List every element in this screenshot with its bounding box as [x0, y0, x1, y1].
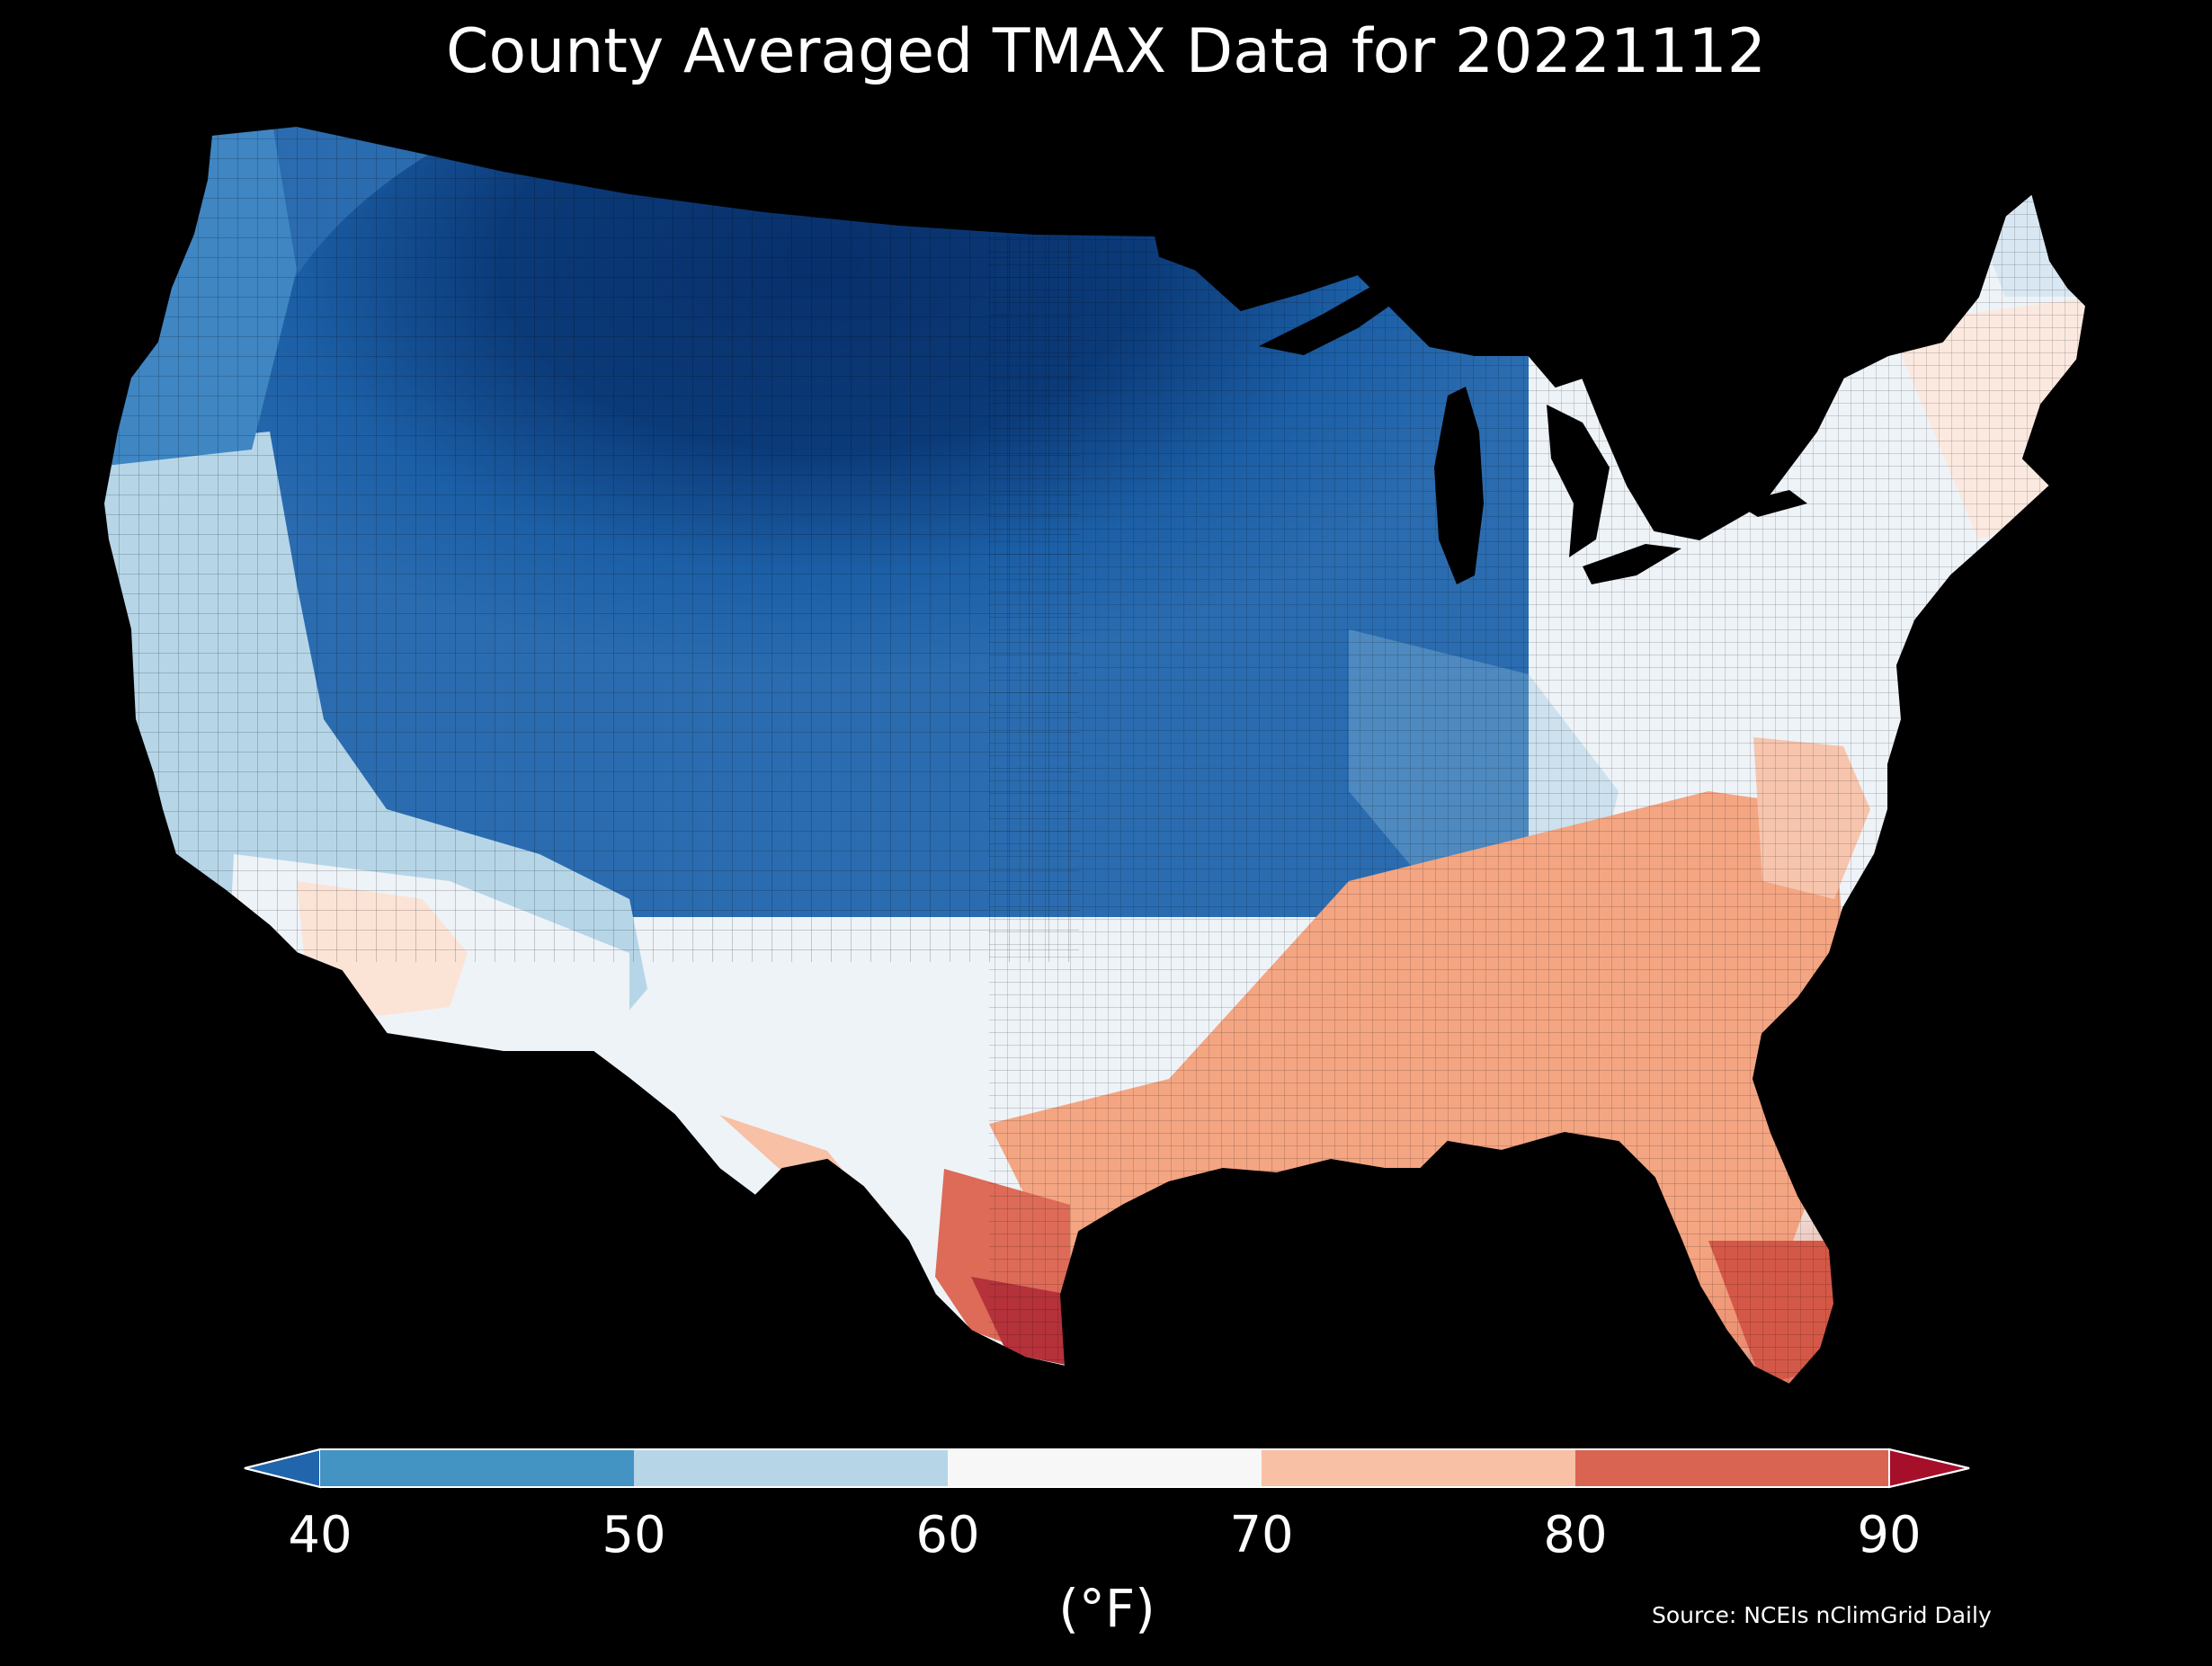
colorbar-tick-label: 90: [1857, 1506, 1922, 1564]
colorbar-unit-label: (°F): [1058, 1578, 1155, 1639]
colorbar-bin-60-70: [948, 1449, 1262, 1487]
lake-superior: [1259, 279, 1403, 355]
lake-ontario: [1735, 490, 1807, 517]
lake-erie: [1583, 544, 1681, 584]
colorbar-tick-label: 50: [602, 1506, 666, 1564]
source-credit: Source: NCEIs nClimGrid Daily: [1652, 1602, 1992, 1628]
colorbar-extend-low: [244, 1448, 321, 1489]
us-outline: [102, 124, 2088, 1386]
colorbar-bin-70-80: [1262, 1449, 1575, 1487]
great-lakes: [1259, 279, 1807, 584]
us-land: [103, 126, 2086, 1385]
colorbar-tick-label: 70: [1229, 1506, 1294, 1564]
map-title: County Averaged TMAX Data for 20221112: [446, 16, 1766, 87]
colorbar-bin-80-90: [1575, 1449, 1889, 1487]
colorbar-extend-high: [1888, 1448, 1970, 1489]
colorbar-bin-40-50: [320, 1449, 634, 1487]
lake-michigan: [1434, 387, 1484, 584]
colorbar-outline: [244, 1448, 1970, 1488]
colorbar: [244, 1448, 1970, 1489]
colorbar-tick-label: 40: [288, 1506, 352, 1564]
lake-huron: [1547, 405, 1610, 557]
colorbar-tick-label: 60: [915, 1506, 980, 1564]
colorbar-bin-50-60: [634, 1449, 948, 1487]
colorbar-tick-label: 80: [1543, 1506, 1608, 1564]
